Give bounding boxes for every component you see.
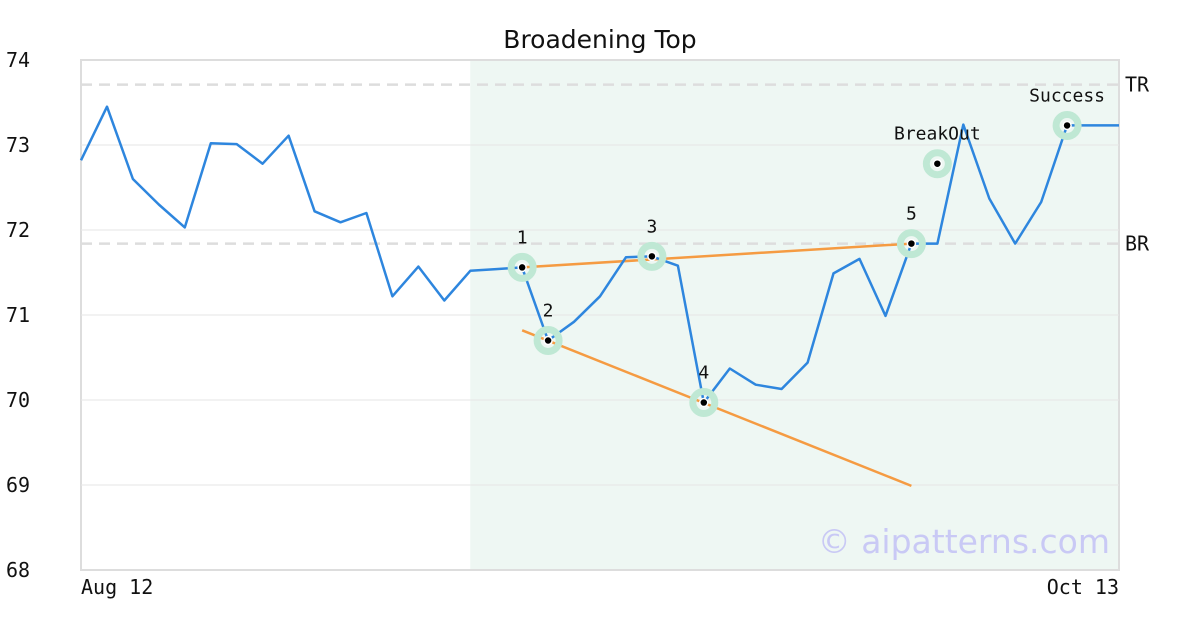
pattern-point [699,397,709,408]
y-tick-label: 72 [6,218,30,242]
y-tick-label: 73 [6,133,30,157]
trendline [522,242,912,269]
pattern-point-label: Success [1029,85,1105,106]
pattern-point-halo [922,149,952,179]
pattern-point-label: 3 [646,216,657,237]
pattern-point [647,251,657,262]
pattern-point [906,238,917,249]
y-tick-label: 68 [6,558,30,582]
pattern-point-label: 4 [698,363,709,384]
y-tick-label: 70 [6,388,30,412]
pattern-point [517,262,527,273]
pattern-point [543,335,553,346]
watermark: © aipatterns.com [818,522,1110,561]
pattern-point-label: 5 [906,204,917,225]
pattern-point-halo [533,326,563,355]
pattern-point-label: 1 [517,227,528,248]
pattern-point-halo [689,388,719,418]
pattern-point-halo [637,241,667,271]
pattern-point-halo [896,229,926,259]
pattern-point-halo [1052,110,1082,140]
y-tick-label: 69 [6,473,30,497]
x-tick-label: Aug 12 [81,575,153,599]
y-tick-label: 71 [6,303,30,327]
y-tick-label: 74 [6,48,30,72]
reference-line-label: TR [1125,73,1150,97]
pattern-point-label: BreakOut [894,124,981,145]
chart-title: Broadening Top [503,25,696,54]
pattern-point [932,158,943,169]
reference-line-label: BR [1125,232,1150,256]
x-tick-label: Oct 13 [1047,575,1119,599]
pattern-point-halo [507,252,537,282]
price-line [79,105,1119,404]
pattern-point-label: 2 [543,301,554,322]
pattern-point [1062,120,1072,131]
